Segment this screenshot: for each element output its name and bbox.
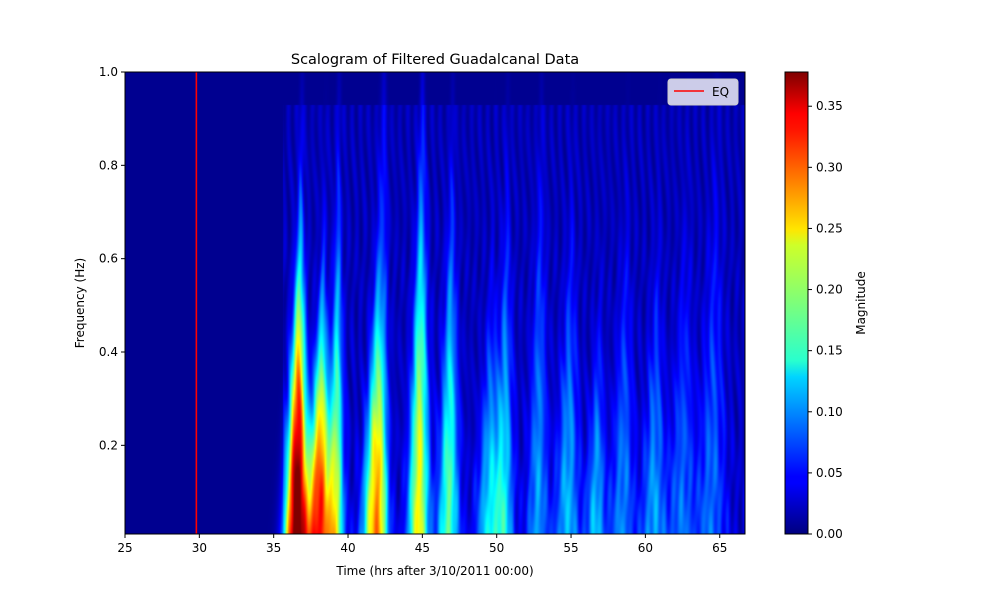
colorbar-tick-label: 0.30 <box>816 160 843 174</box>
plot-area <box>125 72 745 534</box>
colorbar-tick-label: 0.00 <box>816 527 843 541</box>
colorbar-tick-label: 0.25 <box>816 221 843 235</box>
colorbar-label: Magnitude <box>854 271 868 335</box>
x-tick-label: 55 <box>563 541 578 555</box>
y-axis: 0.2 0.4 0.6 0.8 1.0 <box>99 65 125 452</box>
x-tick-label: 40 <box>340 541 355 555</box>
y-tick-label: 0.4 <box>99 345 118 359</box>
plot-frame <box>124 71 746 535</box>
colorbar-gradient <box>784 71 809 535</box>
x-tick-label: 50 <box>489 541 504 555</box>
y-tick-label: 1.0 <box>99 65 118 79</box>
y-tick-label: 0.6 <box>99 252 118 266</box>
x-axis-label: Time (hrs after 3/10/2011 00:00) <box>335 564 533 578</box>
legend: EQ <box>667 78 739 106</box>
colorbar-ticks: 0.00 0.05 0.10 0.15 0.20 0.25 0.30 0.35 <box>808 99 843 541</box>
x-tick-label: 45 <box>415 541 430 555</box>
x-tick-label: 65 <box>712 541 727 555</box>
x-tick-label: 30 <box>192 541 207 555</box>
chart-title: Scalogram of Filtered Guadalcanal Data <box>291 52 579 68</box>
colorbar-tick-label: 0.20 <box>816 283 843 297</box>
scalogram-heatmap <box>125 72 745 534</box>
x-tick-label: 25 <box>117 541 132 555</box>
x-axis: 25 30 35 40 45 50 55 60 65 <box>117 534 727 555</box>
colorbar-tick-label: 0.05 <box>816 466 843 480</box>
legend-eq-label: EQ <box>712 85 729 99</box>
colorbar-tick-label: 0.15 <box>816 344 843 358</box>
colorbar-tick-label: 0.10 <box>816 405 843 419</box>
x-tick-label: 35 <box>266 541 281 555</box>
legend-box <box>667 78 739 106</box>
y-tick-label: 0.2 <box>99 438 118 452</box>
y-axis-label: Frequency (Hz) <box>73 258 87 349</box>
y-tick-label: 0.8 <box>99 158 118 172</box>
colorbar: 0.00 0.05 0.10 0.15 0.20 0.25 0.30 0.35 Magnitu… <box>784 71 868 541</box>
colorbar-tick-label: 0.35 <box>816 99 843 113</box>
x-tick-label: 60 <box>638 541 653 555</box>
